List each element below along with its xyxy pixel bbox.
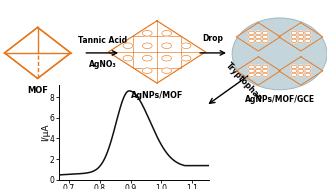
Circle shape — [249, 69, 254, 73]
Text: AgNPs/MOF/GCE: AgNPs/MOF/GCE — [245, 94, 315, 104]
Circle shape — [123, 55, 133, 61]
Circle shape — [262, 65, 268, 69]
Text: Tannic Acid: Tannic Acid — [78, 36, 127, 45]
Text: Tryptophan: Tryptophan — [223, 61, 264, 103]
Circle shape — [249, 31, 254, 35]
Circle shape — [255, 73, 261, 77]
Text: Drop: Drop — [203, 34, 224, 43]
Circle shape — [298, 73, 304, 77]
Circle shape — [262, 69, 268, 73]
Circle shape — [162, 30, 172, 36]
Circle shape — [298, 31, 304, 35]
Circle shape — [249, 35, 254, 39]
Circle shape — [305, 65, 311, 69]
Circle shape — [291, 65, 297, 69]
Ellipse shape — [232, 18, 327, 90]
Circle shape — [255, 69, 261, 73]
Text: AgNO₃: AgNO₃ — [89, 60, 116, 70]
Circle shape — [142, 68, 152, 74]
Circle shape — [298, 39, 304, 43]
Circle shape — [291, 35, 297, 39]
Circle shape — [305, 35, 311, 39]
Circle shape — [142, 55, 152, 61]
Circle shape — [162, 68, 172, 74]
Circle shape — [298, 65, 304, 69]
Circle shape — [291, 39, 297, 43]
Circle shape — [181, 43, 191, 49]
Circle shape — [255, 31, 261, 35]
Circle shape — [291, 73, 297, 77]
Circle shape — [305, 31, 311, 35]
Circle shape — [262, 31, 268, 35]
Circle shape — [305, 39, 311, 43]
Circle shape — [262, 35, 268, 39]
Circle shape — [305, 69, 311, 73]
Circle shape — [305, 73, 311, 77]
Circle shape — [142, 30, 152, 36]
Circle shape — [291, 69, 297, 73]
Y-axis label: I/μA: I/μA — [41, 124, 50, 141]
Circle shape — [291, 31, 297, 35]
Circle shape — [255, 35, 261, 39]
Circle shape — [142, 43, 152, 49]
Circle shape — [262, 73, 268, 77]
Circle shape — [123, 43, 133, 49]
Text: AgNPs/MOF: AgNPs/MOF — [131, 91, 183, 100]
Circle shape — [298, 69, 304, 73]
Circle shape — [262, 39, 268, 43]
Text: MOF: MOF — [27, 86, 48, 95]
Circle shape — [181, 55, 191, 61]
Circle shape — [298, 35, 304, 39]
Circle shape — [249, 65, 254, 69]
Circle shape — [162, 55, 172, 61]
Circle shape — [255, 65, 261, 69]
Circle shape — [249, 73, 254, 77]
Circle shape — [162, 43, 172, 49]
Circle shape — [255, 39, 261, 43]
Circle shape — [249, 39, 254, 43]
